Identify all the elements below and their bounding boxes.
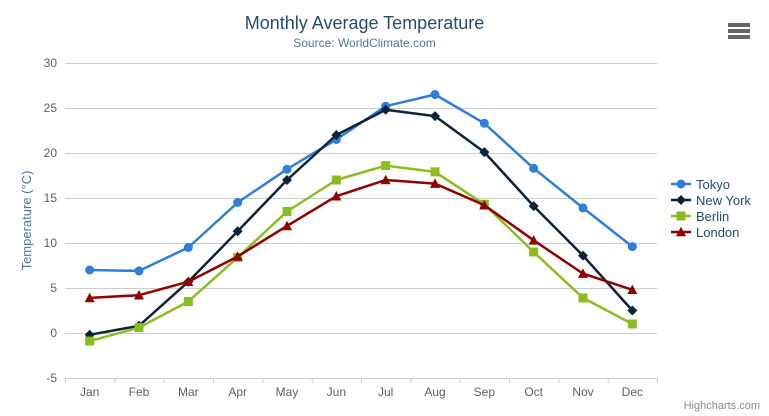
- hamburger-icon: [728, 23, 750, 39]
- new-york-diamond-icon: [671, 195, 691, 205]
- tokyo-point[interactable]: [85, 265, 95, 275]
- london-legend-marker[interactable]: [676, 226, 686, 237]
- tokyo-legend-marker[interactable]: [676, 179, 686, 189]
- london-point[interactable]: [380, 174, 391, 185]
- berlin-point[interactable]: [381, 161, 391, 171]
- london-triangle-icon: [671, 226, 691, 237]
- london-point[interactable]: [479, 200, 490, 210]
- legend: Tokyo New York Berlin London: [671, 176, 751, 240]
- berlin-point[interactable]: [627, 319, 637, 329]
- export-menu-button[interactable]: [727, 20, 751, 42]
- london-point[interactable]: [430, 178, 440, 188]
- x-axis-tick-label: Sep: [474, 385, 496, 399]
- berlin-point[interactable]: [331, 175, 341, 185]
- x-axis-tick-label: Dec: [622, 385, 643, 399]
- series-new-york: [84, 104, 638, 340]
- berlin-point[interactable]: [183, 297, 193, 306]
- new-york-point[interactable]: [479, 147, 490, 158]
- x-axis-tick-label: Feb: [129, 385, 150, 399]
- x-axis-tick-label: Mar: [178, 385, 199, 399]
- berlin-point[interactable]: [529, 247, 539, 257]
- berlin-point[interactable]: [430, 167, 440, 177]
- new-york-point[interactable]: [282, 175, 292, 185]
- new-york-point[interactable]: [627, 305, 638, 316]
- series-tokyo: [85, 90, 637, 276]
- legend-item-berlin[interactable]: Berlin: [671, 208, 751, 224]
- new-york-point[interactable]: [430, 111, 440, 122]
- berlin-point[interactable]: [85, 336, 95, 346]
- series-line-berlin[interactable]: [88, 164, 634, 343]
- x-axis-tick-label: Jul: [378, 385, 393, 399]
- y-axis-tick-label: 10: [44, 236, 58, 250]
- london-point[interactable]: [134, 290, 144, 300]
- y-axis-tick-label: 25: [44, 101, 58, 115]
- tokyo-point[interactable]: [479, 118, 489, 128]
- series-line-new-york[interactable]: [88, 108, 634, 337]
- tokyo-point[interactable]: [578, 203, 588, 213]
- berlin-point[interactable]: [578, 293, 588, 303]
- london-point[interactable]: [84, 292, 95, 303]
- legend-item-new-york[interactable]: New York: [671, 192, 751, 208]
- london-point[interactable]: [232, 251, 243, 261]
- new-york-point[interactable]: [232, 226, 243, 237]
- chart-subtitle: Source: WorldClimate.com: [293, 36, 436, 50]
- tokyo-point[interactable]: [529, 163, 539, 173]
- y-axis-tick-label: 5: [50, 281, 57, 295]
- y-axis-tick-label: 30: [44, 56, 58, 70]
- x-axis-tick-label: Oct: [524, 385, 543, 399]
- x-axis-tick-label: Jun: [327, 385, 346, 399]
- legend-item-tokyo[interactable]: Tokyo: [671, 176, 751, 192]
- highcharts-credits-link[interactable]: Highcharts.com: [683, 400, 760, 412]
- tokyo-point[interactable]: [430, 90, 440, 99]
- london-point[interactable]: [578, 268, 588, 278]
- y-axis-title: Temperature (°C): [19, 171, 34, 271]
- x-axis-tick-label: Nov: [572, 385, 593, 399]
- legend-label: London: [696, 224, 740, 240]
- series-line-london[interactable]: [88, 178, 634, 300]
- new-york-point[interactable]: [578, 250, 588, 261]
- y-axis-tick-label: -5: [46, 371, 57, 385]
- x-axis-tick-label: Aug: [424, 385, 445, 399]
- series-line-tokyo[interactable]: [88, 93, 634, 273]
- tokyo-point[interactable]: [282, 164, 292, 174]
- chart-title: Monthly Average Temperature: [244, 13, 485, 33]
- london-point[interactable]: [183, 276, 194, 287]
- tokyo-point[interactable]: [233, 198, 243, 207]
- tokyo-circle-icon: [671, 179, 691, 189]
- london-point[interactable]: [331, 191, 342, 201]
- berlin-point[interactable]: [134, 323, 144, 333]
- new-york-point[interactable]: [380, 104, 391, 115]
- tokyo-point[interactable]: [134, 266, 144, 276]
- london-point[interactable]: [528, 235, 539, 245]
- legend-item-london[interactable]: London: [671, 224, 751, 240]
- tokyo-point[interactable]: [627, 242, 637, 252]
- x-axis-tick-label: Jan: [80, 385, 99, 399]
- legend-label: Tokyo: [696, 176, 730, 192]
- y-axis-tick-label: 20: [44, 146, 58, 160]
- series-london: [84, 174, 638, 303]
- legend-label: New York: [696, 192, 751, 208]
- new-york-point[interactable]: [528, 201, 539, 212]
- x-axis-tick-label: Apr: [228, 385, 247, 399]
- london-point[interactable]: [627, 284, 638, 295]
- y-axis-tick-label: 15: [44, 191, 58, 205]
- new-york-point[interactable]: [331, 130, 342, 140]
- new-york-legend-marker[interactable]: [676, 195, 686, 205]
- x-axis-tick-label: May: [276, 385, 299, 399]
- berlin-legend-marker[interactable]: [676, 211, 686, 221]
- berlin-point[interactable]: [282, 207, 292, 216]
- y-axis-tick-label: 0: [50, 326, 57, 340]
- london-point[interactable]: [282, 220, 292, 231]
- legend-label: Berlin: [696, 208, 730, 224]
- tokyo-point[interactable]: [183, 243, 193, 252]
- berlin-square-icon: [671, 211, 691, 221]
